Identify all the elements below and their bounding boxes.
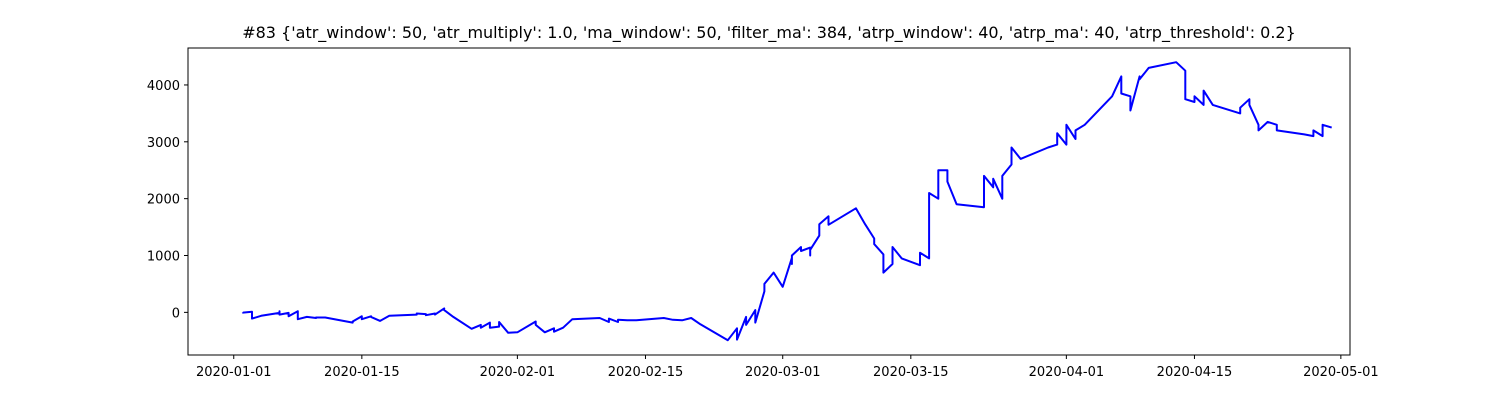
y-tick-label: 2000 xyxy=(147,193,180,208)
y-axis: 0 1000 2000 3000 4000 xyxy=(147,79,188,321)
plot-area-frame xyxy=(187,47,1351,356)
x-tick-label: 2020-04-01 xyxy=(1029,365,1105,380)
x-tick-label: 2020-02-01 xyxy=(480,365,556,380)
y-tick-label: 4000 xyxy=(147,79,180,94)
x-tick-label: 2020-05-01 xyxy=(1303,365,1379,380)
y-tick-label: 3000 xyxy=(147,136,180,151)
x-tick-label: 2020-03-01 xyxy=(745,365,821,380)
x-tick-label: 2020-03-15 xyxy=(873,365,949,380)
x-axis: 2020-01-01 2020-01-15 2020-02-01 2020-02-15… xyxy=(196,355,1379,380)
y-tick-label: 1000 xyxy=(147,250,180,265)
x-tick-label: 2020-02-15 xyxy=(608,365,684,380)
series-line-0 xyxy=(241,61,1332,342)
x-tick-label: 2020-04-15 xyxy=(1157,365,1233,380)
chart-title: #83 {'atr_window': 50, 'atr_multiply': 1… xyxy=(242,23,1296,42)
series-layer xyxy=(241,61,1332,342)
x-tick-label: 2020-01-01 xyxy=(196,365,272,380)
x-tick-label: 2020-01-15 xyxy=(324,365,400,380)
y-tick-label: 0 xyxy=(172,306,180,321)
